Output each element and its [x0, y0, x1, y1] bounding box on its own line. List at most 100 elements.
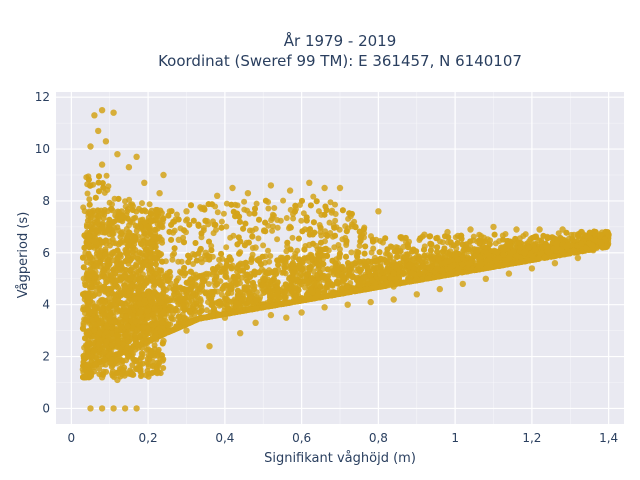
cloud-point — [271, 205, 278, 211]
cloud-point — [249, 233, 256, 240]
cloud-point — [198, 230, 205, 237]
cloud-point — [492, 240, 499, 247]
cloud-point — [318, 239, 324, 246]
cloud-point — [180, 305, 187, 312]
cloud-point — [195, 250, 202, 257]
cloud-point — [329, 289, 336, 296]
cloud-point — [223, 223, 230, 230]
cloud-point — [224, 306, 231, 312]
cloud-point — [168, 221, 175, 228]
cloud-point — [307, 202, 314, 209]
cloud-point — [256, 216, 262, 223]
cloud-point — [372, 269, 379, 276]
cloud-point — [82, 282, 89, 289]
cloud-point — [289, 234, 296, 241]
cloud-point — [193, 274, 200, 281]
cloud-point — [308, 254, 315, 260]
cloud-point — [322, 245, 329, 252]
cloud-point — [185, 252, 192, 259]
cloud-point — [290, 215, 297, 222]
cloud-point — [434, 265, 441, 272]
cloud-point — [230, 232, 237, 239]
cloud-point — [332, 232, 338, 239]
cloud-point — [270, 223, 276, 230]
cloud-point — [85, 176, 92, 183]
cloud-point — [173, 211, 180, 218]
cloud-point — [446, 251, 453, 258]
cloud-point — [390, 259, 397, 266]
cloud-point — [323, 207, 330, 213]
cloud-point — [343, 283, 350, 290]
cloud-point — [181, 227, 187, 234]
cloud-point — [231, 274, 238, 281]
cloud-point — [341, 267, 348, 274]
cloud-point — [211, 221, 218, 228]
cloud-point — [256, 258, 262, 264]
cloud-point — [332, 217, 339, 224]
cloud-point — [522, 231, 529, 238]
cloud-point — [197, 296, 204, 302]
cloud-point — [242, 220, 249, 227]
cloud-point — [235, 234, 242, 241]
cloud-point — [200, 224, 207, 231]
cloud-point — [80, 254, 86, 261]
chart-subtitle: Koordinat (Sweref 99 TM): E 361457, N 61… — [158, 52, 522, 70]
cloud-point — [187, 276, 194, 283]
cloud-point — [295, 235, 302, 242]
cloud-point — [355, 266, 362, 272]
y-tick-label: 4 — [42, 298, 50, 312]
x-tick-label: 0,2 — [139, 431, 158, 445]
cloud-point — [262, 228, 269, 235]
cloud-point — [280, 197, 287, 204]
cloud-point — [265, 247, 271, 254]
cloud-point — [356, 242, 363, 249]
cloud-point — [181, 264, 188, 271]
cloud-point — [236, 218, 243, 225]
cloud-point — [206, 238, 212, 245]
cloud-point — [384, 246, 391, 253]
y-tick-label: 0 — [42, 401, 50, 415]
cloud-point — [205, 281, 212, 287]
cloud-point — [358, 234, 365, 241]
cloud-point — [159, 258, 166, 265]
cloud-point — [280, 269, 287, 276]
cloud-point — [218, 218, 225, 225]
cloud-point — [218, 250, 225, 257]
cloud-point — [445, 258, 452, 265]
cloud-point — [317, 229, 324, 236]
cloud-point — [223, 244, 230, 251]
cloud-point — [183, 279, 190, 286]
cloud-point — [551, 253, 558, 260]
cloud-point — [287, 224, 294, 231]
cloud-point — [222, 282, 229, 289]
cloud-point — [244, 207, 251, 214]
cloud-point — [485, 263, 492, 270]
cloud-point — [256, 269, 262, 276]
cloud-point — [100, 184, 107, 191]
cloud-point — [214, 209, 221, 216]
cloud-point — [361, 250, 368, 257]
cloud-point — [305, 270, 312, 277]
cloud-point — [230, 309, 237, 316]
cloud-point — [244, 271, 251, 278]
cloud-point — [322, 228, 329, 235]
cloud-point — [586, 229, 593, 236]
cloud-point — [283, 285, 290, 292]
cloud-point — [500, 251, 507, 258]
cloud-point — [478, 233, 485, 239]
x-tick-label: 0,8 — [369, 431, 388, 445]
cloud-point — [439, 239, 446, 246]
cloud-point — [544, 235, 551, 242]
cloud-point — [320, 261, 327, 267]
cloud-point — [321, 211, 328, 218]
cloud-point — [202, 217, 209, 224]
cloud-point — [345, 263, 352, 270]
cloud-point — [325, 278, 332, 284]
cloud-point — [251, 210, 258, 217]
y-tick-label: 8 — [42, 194, 50, 208]
x-tick-label: 0,4 — [215, 431, 234, 445]
cloud-point — [491, 231, 498, 238]
cloud-point — [400, 279, 407, 286]
cloud-point — [232, 213, 239, 220]
